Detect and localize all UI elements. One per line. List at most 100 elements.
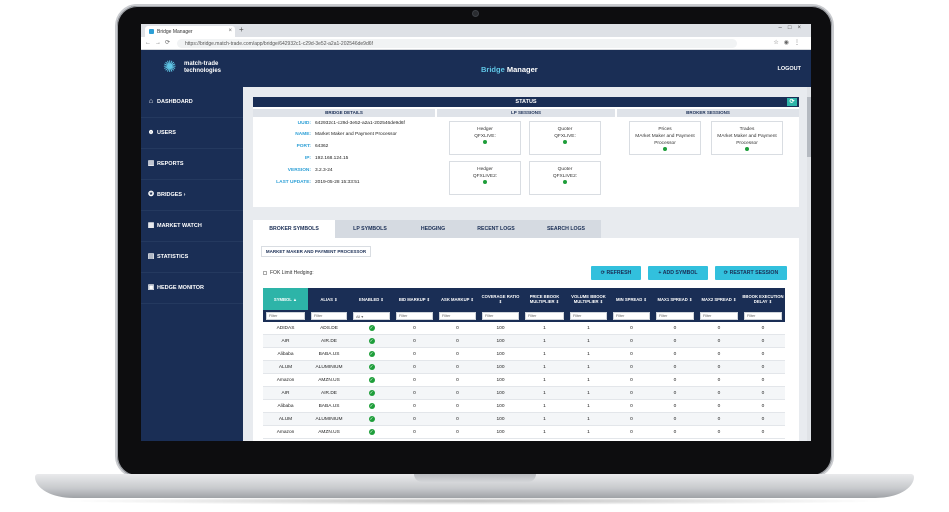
- extension-icons[interactable]: ☆◉⋮: [773, 40, 805, 46]
- cell-bid-markup: 0: [413, 378, 416, 383]
- enabled-check-icon[interactable]: ✓: [368, 350, 375, 357]
- filter-ask-markup[interactable]: Filter: [439, 312, 476, 320]
- logo[interactable]: ✺ match-trade technologies: [163, 58, 243, 80]
- tab-hedging[interactable]: HEDGING: [405, 220, 461, 238]
- table-row[interactable]: Amazon AMZN.US ✓ 0 0 100 1 1 0 0 0 0: [263, 374, 785, 387]
- filter-symbol[interactable]: Filter: [266, 312, 305, 320]
- col-enabled[interactable]: ENABLED ⇕: [359, 296, 384, 302]
- enabled-check-icon[interactable]: ✓: [368, 324, 375, 331]
- filter-enabled[interactable]: All ▾: [353, 312, 390, 320]
- window-controls[interactable]: –□×: [778, 25, 807, 31]
- cell-volume-bbook: 1: [587, 430, 590, 435]
- url-field[interactable]: https://bridge.match-trade.com/app/bridg…: [177, 39, 737, 48]
- cell-coverage-ratio: 100: [496, 365, 505, 370]
- table-row[interactable]: ADIDAS ADS.DE ✓ 0 0 100 1 1 0 0 0 0: [263, 322, 785, 335]
- tab-lp-symbols[interactable]: LP SYMBOLS: [335, 220, 405, 238]
- app-title-manager: Manager: [506, 65, 538, 74]
- new-tab-icon[interactable]: +: [239, 25, 244, 34]
- col-ask-markup[interactable]: ASK MARKUP ⇕: [441, 296, 474, 302]
- restart-session-button[interactable]: ⟳ RESTART SESSION: [715, 266, 787, 280]
- filter-volume-bbook[interactable]: Filter: [570, 312, 607, 320]
- cell-bid-markup: 0: [413, 430, 416, 435]
- table-row[interactable]: Alibaba BABA.US ✓ 0 0 100 1 1 0 0 0 0: [263, 348, 785, 361]
- table-row[interactable]: AIR AIR.DE ✓ 0 0 100 1 1 0 0 0 0: [263, 335, 785, 348]
- table-row[interactable]: ALUM ALUMINIUM ✓ 0 0 100 1 1 0 0 0 0: [263, 361, 785, 374]
- col-max2-spread[interactable]: MAX2 SPREAD ⇕: [701, 296, 737, 302]
- col-price-bbook[interactable]: PRICE BBOOK MULTIPLIER ⇕: [529, 294, 560, 304]
- sidebar-item-bridges[interactable]: ✪ BRIDGES ›: [141, 180, 243, 211]
- close-tab-icon[interactable]: ×: [228, 28, 232, 34]
- col-bbook-delay[interactable]: BBOOK EXECUTION DELAY ⇕: [742, 294, 784, 304]
- enabled-check-icon[interactable]: ✓: [368, 363, 375, 370]
- table-row[interactable]: AIR AIR.DE ✓ 0 0 100 1 1 0 0 0 0: [263, 387, 785, 400]
- sidebar-item-statistics[interactable]: ▤ STATISTICS: [141, 242, 243, 273]
- col-alias[interactable]: ALIAS ⇕: [320, 296, 338, 302]
- laptop-notch: [414, 474, 536, 482]
- sidebar-item-hedge-monitor[interactable]: ▣ HEDGE MONITOR: [141, 273, 243, 304]
- cell-bbook-delay: 0: [761, 365, 765, 370]
- filter-max1-spread[interactable]: Filter: [656, 312, 694, 320]
- filter-coverage[interactable]: Filter: [482, 312, 519, 320]
- scroll-thumb[interactable]: [807, 97, 811, 157]
- tab-search-logs[interactable]: SEARCH LOGS: [531, 220, 601, 238]
- filter-enabled-value: All: [356, 315, 361, 319]
- fok-checkbox[interactable]: [263, 270, 267, 275]
- col-max1-spread[interactable]: MAX1 SPREAD ⇕: [657, 296, 693, 302]
- fok-limit-hedging[interactable]: FOK Limit Hedging:: [263, 270, 314, 276]
- tab-recent-logs[interactable]: RECENT LOGS: [461, 220, 531, 238]
- cell-max1-spread: 0: [673, 391, 677, 396]
- logo-line-1: match-trade: [184, 61, 219, 67]
- enabled-check-icon[interactable]: ✓: [368, 402, 375, 409]
- filter-min-spread[interactable]: Filter: [613, 312, 650, 320]
- tab-broker-symbols[interactable]: BROKER SYMBOLS: [253, 220, 335, 238]
- page-scrollbar[interactable]: [807, 87, 811, 441]
- enabled-check-icon[interactable]: ✓: [368, 415, 375, 422]
- browser-tab[interactable]: Bridge Manager ×: [145, 26, 235, 37]
- detail-uuid: UUID: 642932c1-c29d-3e52-a2a1-202546de9d…: [253, 121, 438, 132]
- cell-bid-markup: 0: [413, 326, 416, 331]
- col-coverage-ratio[interactable]: COVERAGE RATIO ⇕: [481, 294, 520, 304]
- enabled-check-icon[interactable]: ✓: [368, 376, 375, 383]
- sidebar-item-label: HEDGE MONITOR: [157, 285, 204, 291]
- cell-bid-markup: 0: [413, 404, 416, 409]
- enabled-check-icon[interactable]: ✓: [368, 428, 375, 435]
- status-refresh-icon[interactable]: ⟳: [787, 98, 797, 106]
- filter-price-bbook[interactable]: Filter: [525, 312, 564, 320]
- table-row[interactable]: Amazon AMZN.US ✓ 0 0 100 1 1 0 0 0 0: [263, 426, 785, 439]
- enabled-check-icon[interactable]: ✓: [368, 389, 375, 396]
- sidebar-item-reports[interactable]: ▥ REPORTS: [141, 149, 243, 180]
- cell-enabled: ✓: [350, 322, 393, 335]
- broker-session-card: Trades MArket Maker and Payment Processo…: [711, 121, 783, 155]
- refresh-button[interactable]: ⟳ REFRESH: [591, 266, 641, 280]
- filter-bbook-delay[interactable]: Filter: [744, 312, 782, 320]
- filter-max2-spread[interactable]: Filter: [700, 312, 738, 320]
- cell-symbol: ALUM: [278, 365, 293, 370]
- cell-coverage-ratio: 100: [496, 417, 505, 422]
- filter-bid-markup[interactable]: Filter: [396, 312, 433, 320]
- subtab-broker[interactable]: MARKET MAKER AND PAYMENT PROCESSOR: [261, 246, 371, 257]
- cell-coverage-ratio: 100: [496, 404, 505, 409]
- logout-button[interactable]: LOGOUT: [777, 66, 801, 72]
- col-min-spread[interactable]: MIN SPREAD ⇕: [616, 296, 647, 302]
- table-row[interactable]: ALUM ALUMINIUM ✓ 0 0 100 1 1 0 0 0 0: [263, 413, 785, 426]
- cell-max2-spread: 0: [717, 404, 721, 409]
- sidebar-item-dashboard[interactable]: ⌂ DASHBOARD: [141, 87, 243, 118]
- table-row[interactable]: Alibaba BABA.US ✓ 0 0 100 1 1 0 0 0 0: [263, 400, 785, 413]
- enabled-check-icon[interactable]: ✓: [368, 337, 375, 344]
- col-symbol[interactable]: SYMBOL ▲: [263, 288, 308, 310]
- col-bid-markup[interactable]: BID MARKUP ⇕: [398, 296, 431, 302]
- sidebar-item-market-watch[interactable]: ▦ MARKET WATCH: [141, 211, 243, 242]
- filter-alias[interactable]: Filter: [311, 312, 347, 320]
- session-role: Quoter: [557, 127, 573, 132]
- logo-line-2: technologies: [184, 68, 222, 74]
- add-symbol-button[interactable]: + ADD SYMBOL: [648, 266, 708, 280]
- sidebar-item-users[interactable]: ☻ USERS: [141, 118, 243, 149]
- cell-volume-bbook: 1: [587, 417, 590, 422]
- cell-max2-spread: 0: [717, 339, 721, 344]
- session-role: Quoter: [557, 167, 573, 172]
- cell-ask-markup: 0: [456, 326, 459, 331]
- col-volume-bbook[interactable]: VOLUME BBOOK MULTIPLIER ⇕: [571, 294, 606, 304]
- cell-max1-spread: 0: [673, 417, 677, 422]
- cell-alias: ALUMINIUM: [315, 365, 343, 370]
- browser-nav-icons[interactable]: ←→⟳: [145, 40, 175, 46]
